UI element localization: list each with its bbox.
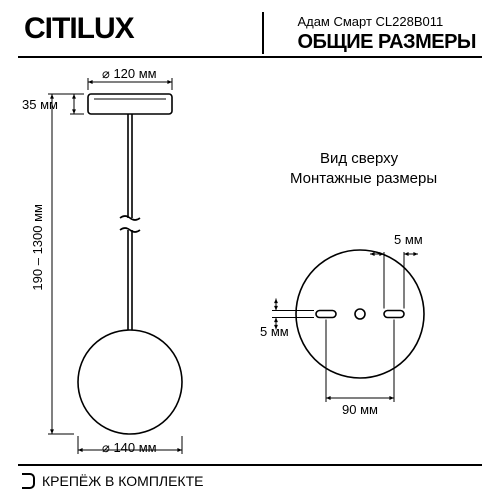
drawing-canvas: ⌀ 120 мм 35 мм 190 – 1300 мм ⌀ 140 мм Ви…: [0, 64, 500, 460]
model-label: Адам Смарт CL228B011: [297, 14, 476, 29]
header-rule: [18, 56, 482, 58]
bracket-icon: [18, 472, 36, 490]
brand-main: CITILU: [24, 12, 115, 45]
technical-drawing: [0, 64, 500, 460]
header-right: Адам Смарт CL228B011 ОБЩИЕ РАЗМЕРЫ: [297, 14, 476, 54]
header-divider: [262, 12, 264, 54]
right-title-1: Вид сверху: [320, 150, 398, 167]
dim-total-height: 190 – 1300 мм: [30, 204, 45, 291]
footer-text: КРЕПЁЖ В КОМПЛЕКТЕ: [42, 473, 203, 489]
dim-slot-height: 5 мм: [260, 324, 289, 339]
header: CITILUX Адам Смарт CL228B011 ОБЩИЕ РАЗМЕ…: [0, 12, 500, 60]
right-title-2: Монтажные размеры: [290, 170, 437, 187]
footer: КРЕПЁЖ В КОМПЛЕКТЕ: [18, 464, 482, 490]
dim-canopy-diameter: ⌀ 120 мм: [102, 66, 157, 82]
brand-accent: X: [115, 12, 134, 45]
dim-canopy-height: 35 мм: [22, 97, 58, 112]
brand-logo: CITILUX: [24, 12, 134, 46]
footer-row: КРЕПЁЖ В КОМПЛЕКТЕ: [18, 472, 482, 490]
dim-spacing: 90 мм: [342, 402, 378, 417]
subtitle-label: ОБЩИЕ РАЗМЕРЫ: [297, 31, 476, 54]
page: CITILUX Адам Смарт CL228B011 ОБЩИЕ РАЗМЕ…: [0, 0, 500, 500]
footer-rule: [18, 464, 482, 466]
dim-sphere-diameter: ⌀ 140 мм: [102, 440, 157, 456]
dim-slot-width: 5 мм: [394, 232, 423, 247]
